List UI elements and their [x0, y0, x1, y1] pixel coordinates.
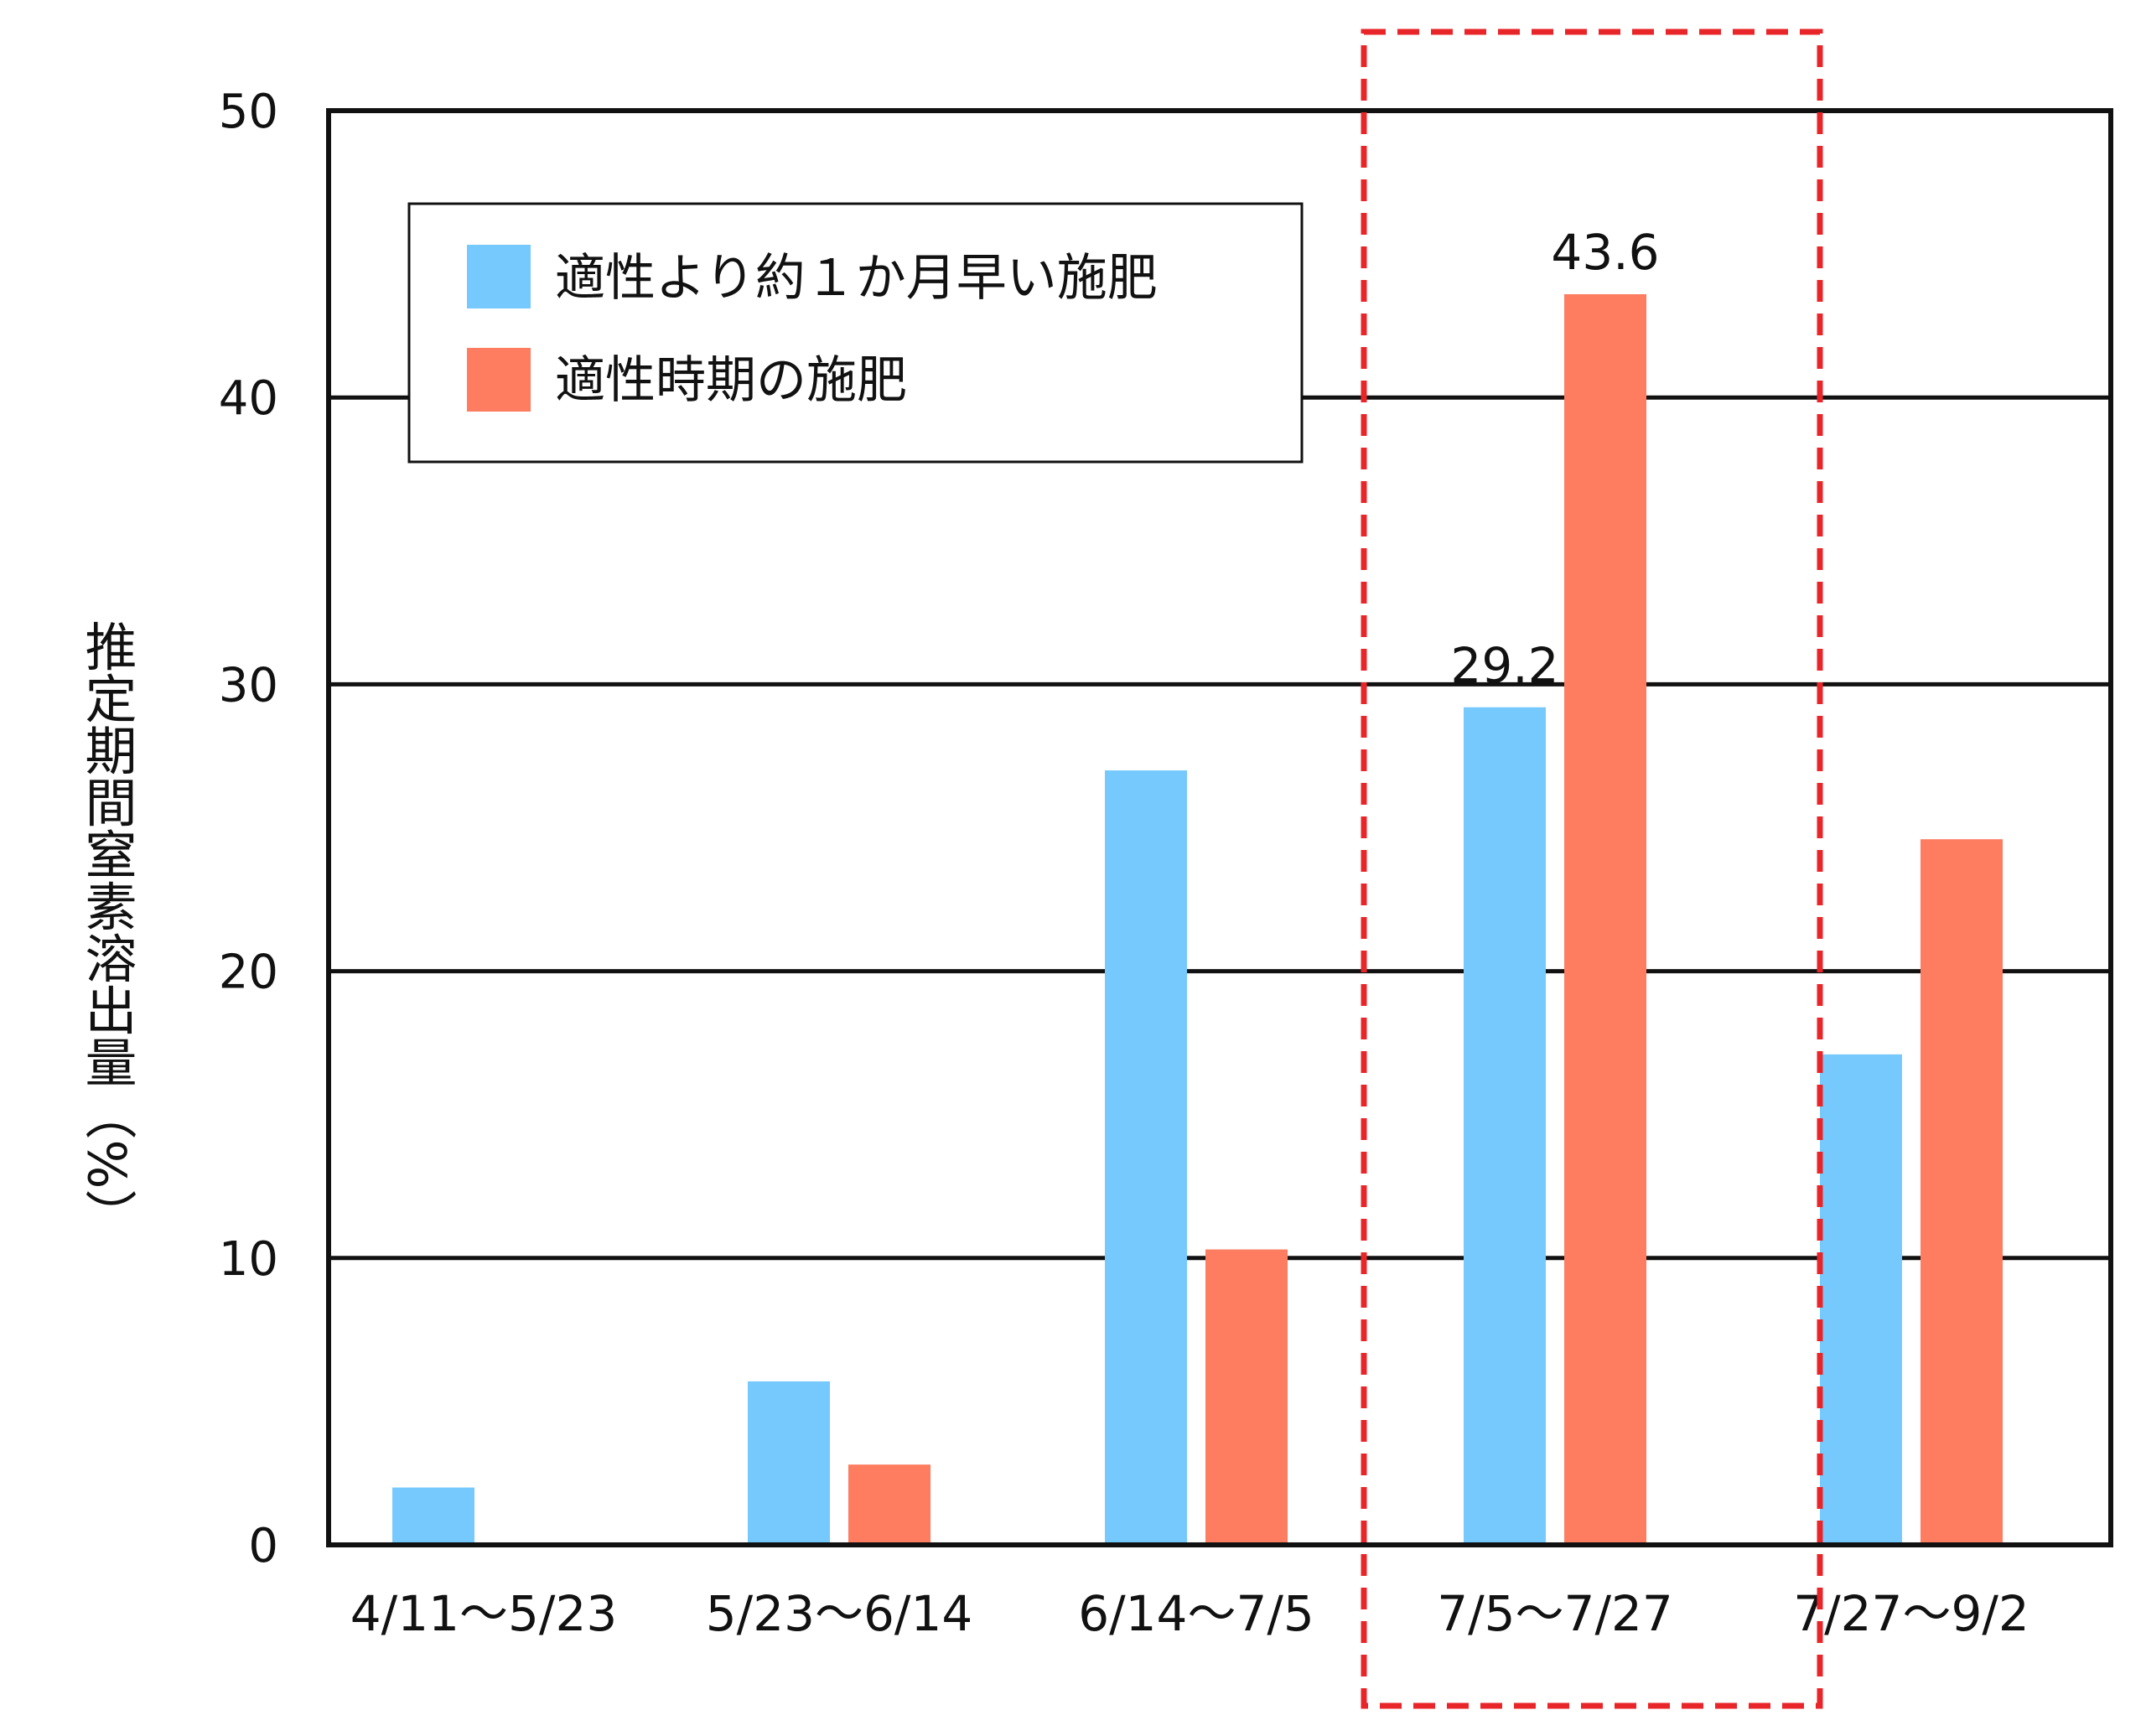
- x-category-label: 6/14～7/5: [1078, 1585, 1314, 1642]
- highlight-box: [1361, 29, 1823, 1709]
- x-category-label: 7/5～7/27: [1437, 1585, 1673, 1642]
- x-category-label: 5/23～6/14: [706, 1585, 973, 1642]
- legend-swatch-early: [467, 245, 531, 308]
- y-tick-label: 40: [219, 371, 278, 426]
- y-tick-label: 0: [248, 1519, 278, 1573]
- bar: [848, 1464, 930, 1545]
- y-tick-label: 50: [219, 85, 278, 139]
- y-tick-label: 30: [219, 658, 278, 713]
- legend-swatch-optimal: [467, 348, 531, 412]
- x-category-label: 7/27～9/2: [1793, 1585, 2029, 1642]
- bar: [1205, 1249, 1288, 1545]
- legend-frame: [407, 202, 1304, 464]
- legend-label-optimal: 適性時期の施肥: [555, 351, 907, 410]
- bar: [1820, 1054, 1902, 1545]
- y-axis-label: 推定期間窒素溶出量（%）: [76, 620, 137, 1241]
- bar: [1921, 839, 2003, 1545]
- x-category-label: 4/11～5/23: [350, 1585, 618, 1642]
- legend: 適性より約１か月早い施肥 適性時期の施肥: [407, 202, 1304, 464]
- data-label: 29.2: [1450, 637, 1558, 694]
- y-tick-label: 20: [219, 946, 278, 1000]
- data-labels: 29.2 43.6: [1450, 224, 1659, 694]
- bar: [1564, 294, 1646, 1545]
- bar: [1105, 770, 1187, 1545]
- bars: [392, 294, 2003, 1545]
- legend-label-early: 適性より約１か月早い施肥: [555, 249, 1158, 308]
- plot-frame: [326, 108, 2113, 1547]
- y-tick-label: 10: [219, 1232, 278, 1287]
- bar: [748, 1381, 830, 1545]
- x-category-labels: 4/11～5/23 5/23～6/14 6/14～7/5 7/5～7/27 7/27～9…: [350, 1585, 2029, 1642]
- data-label: 43.6: [1551, 224, 1659, 281]
- y-tick-labels: 0 10 20 30 40 50: [219, 85, 278, 1573]
- bar: [392, 1487, 474, 1545]
- bar: [1464, 707, 1546, 1545]
